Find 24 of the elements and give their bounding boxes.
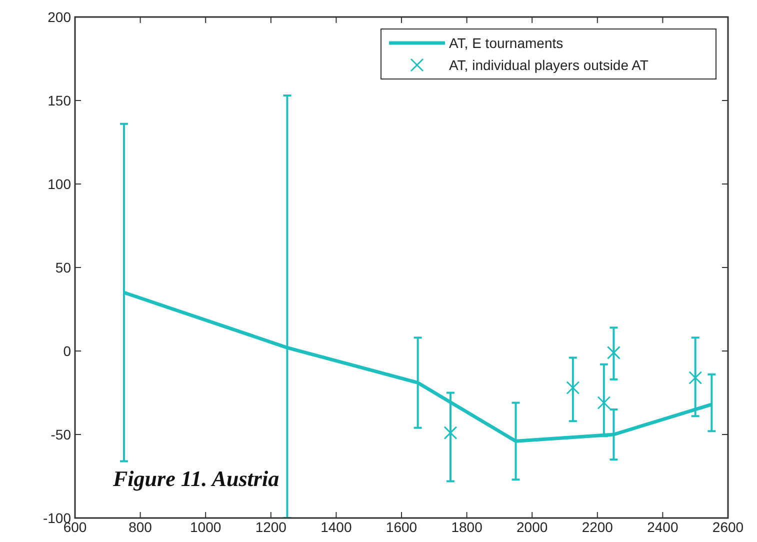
point [566, 380, 580, 394]
y-tick-label: 100 [48, 176, 72, 192]
x-tick-label: 800 [128, 519, 152, 535]
point [597, 396, 611, 410]
y-tick-label: 50 [55, 260, 72, 276]
x-tick-label: 1400 [320, 519, 352, 535]
x-tick-label: 2000 [516, 519, 548, 535]
annotation: Figure 11. Austria [112, 466, 280, 491]
y-tick-label: 200 [48, 9, 72, 25]
x-tick-label: 2200 [582, 519, 614, 535]
y-tick-label: 150 [48, 92, 72, 108]
x-tick-label: 1200 [255, 519, 287, 535]
x-tick-label: 1600 [386, 519, 418, 535]
legend-label: AT, E tournaments [449, 35, 564, 51]
x-tick-label: 2400 [647, 519, 678, 535]
x-tick-label: 2600 [712, 519, 744, 535]
point [444, 426, 458, 440]
legend-label: AT, individual players outside AT [449, 57, 649, 73]
x-tick-label: 1000 [190, 519, 222, 535]
y-tick-label: -50 [50, 426, 72, 442]
point [606, 346, 620, 360]
point [688, 370, 702, 384]
x-tick-label: 1800 [451, 519, 483, 535]
y-tick-label: 0 [63, 343, 72, 359]
